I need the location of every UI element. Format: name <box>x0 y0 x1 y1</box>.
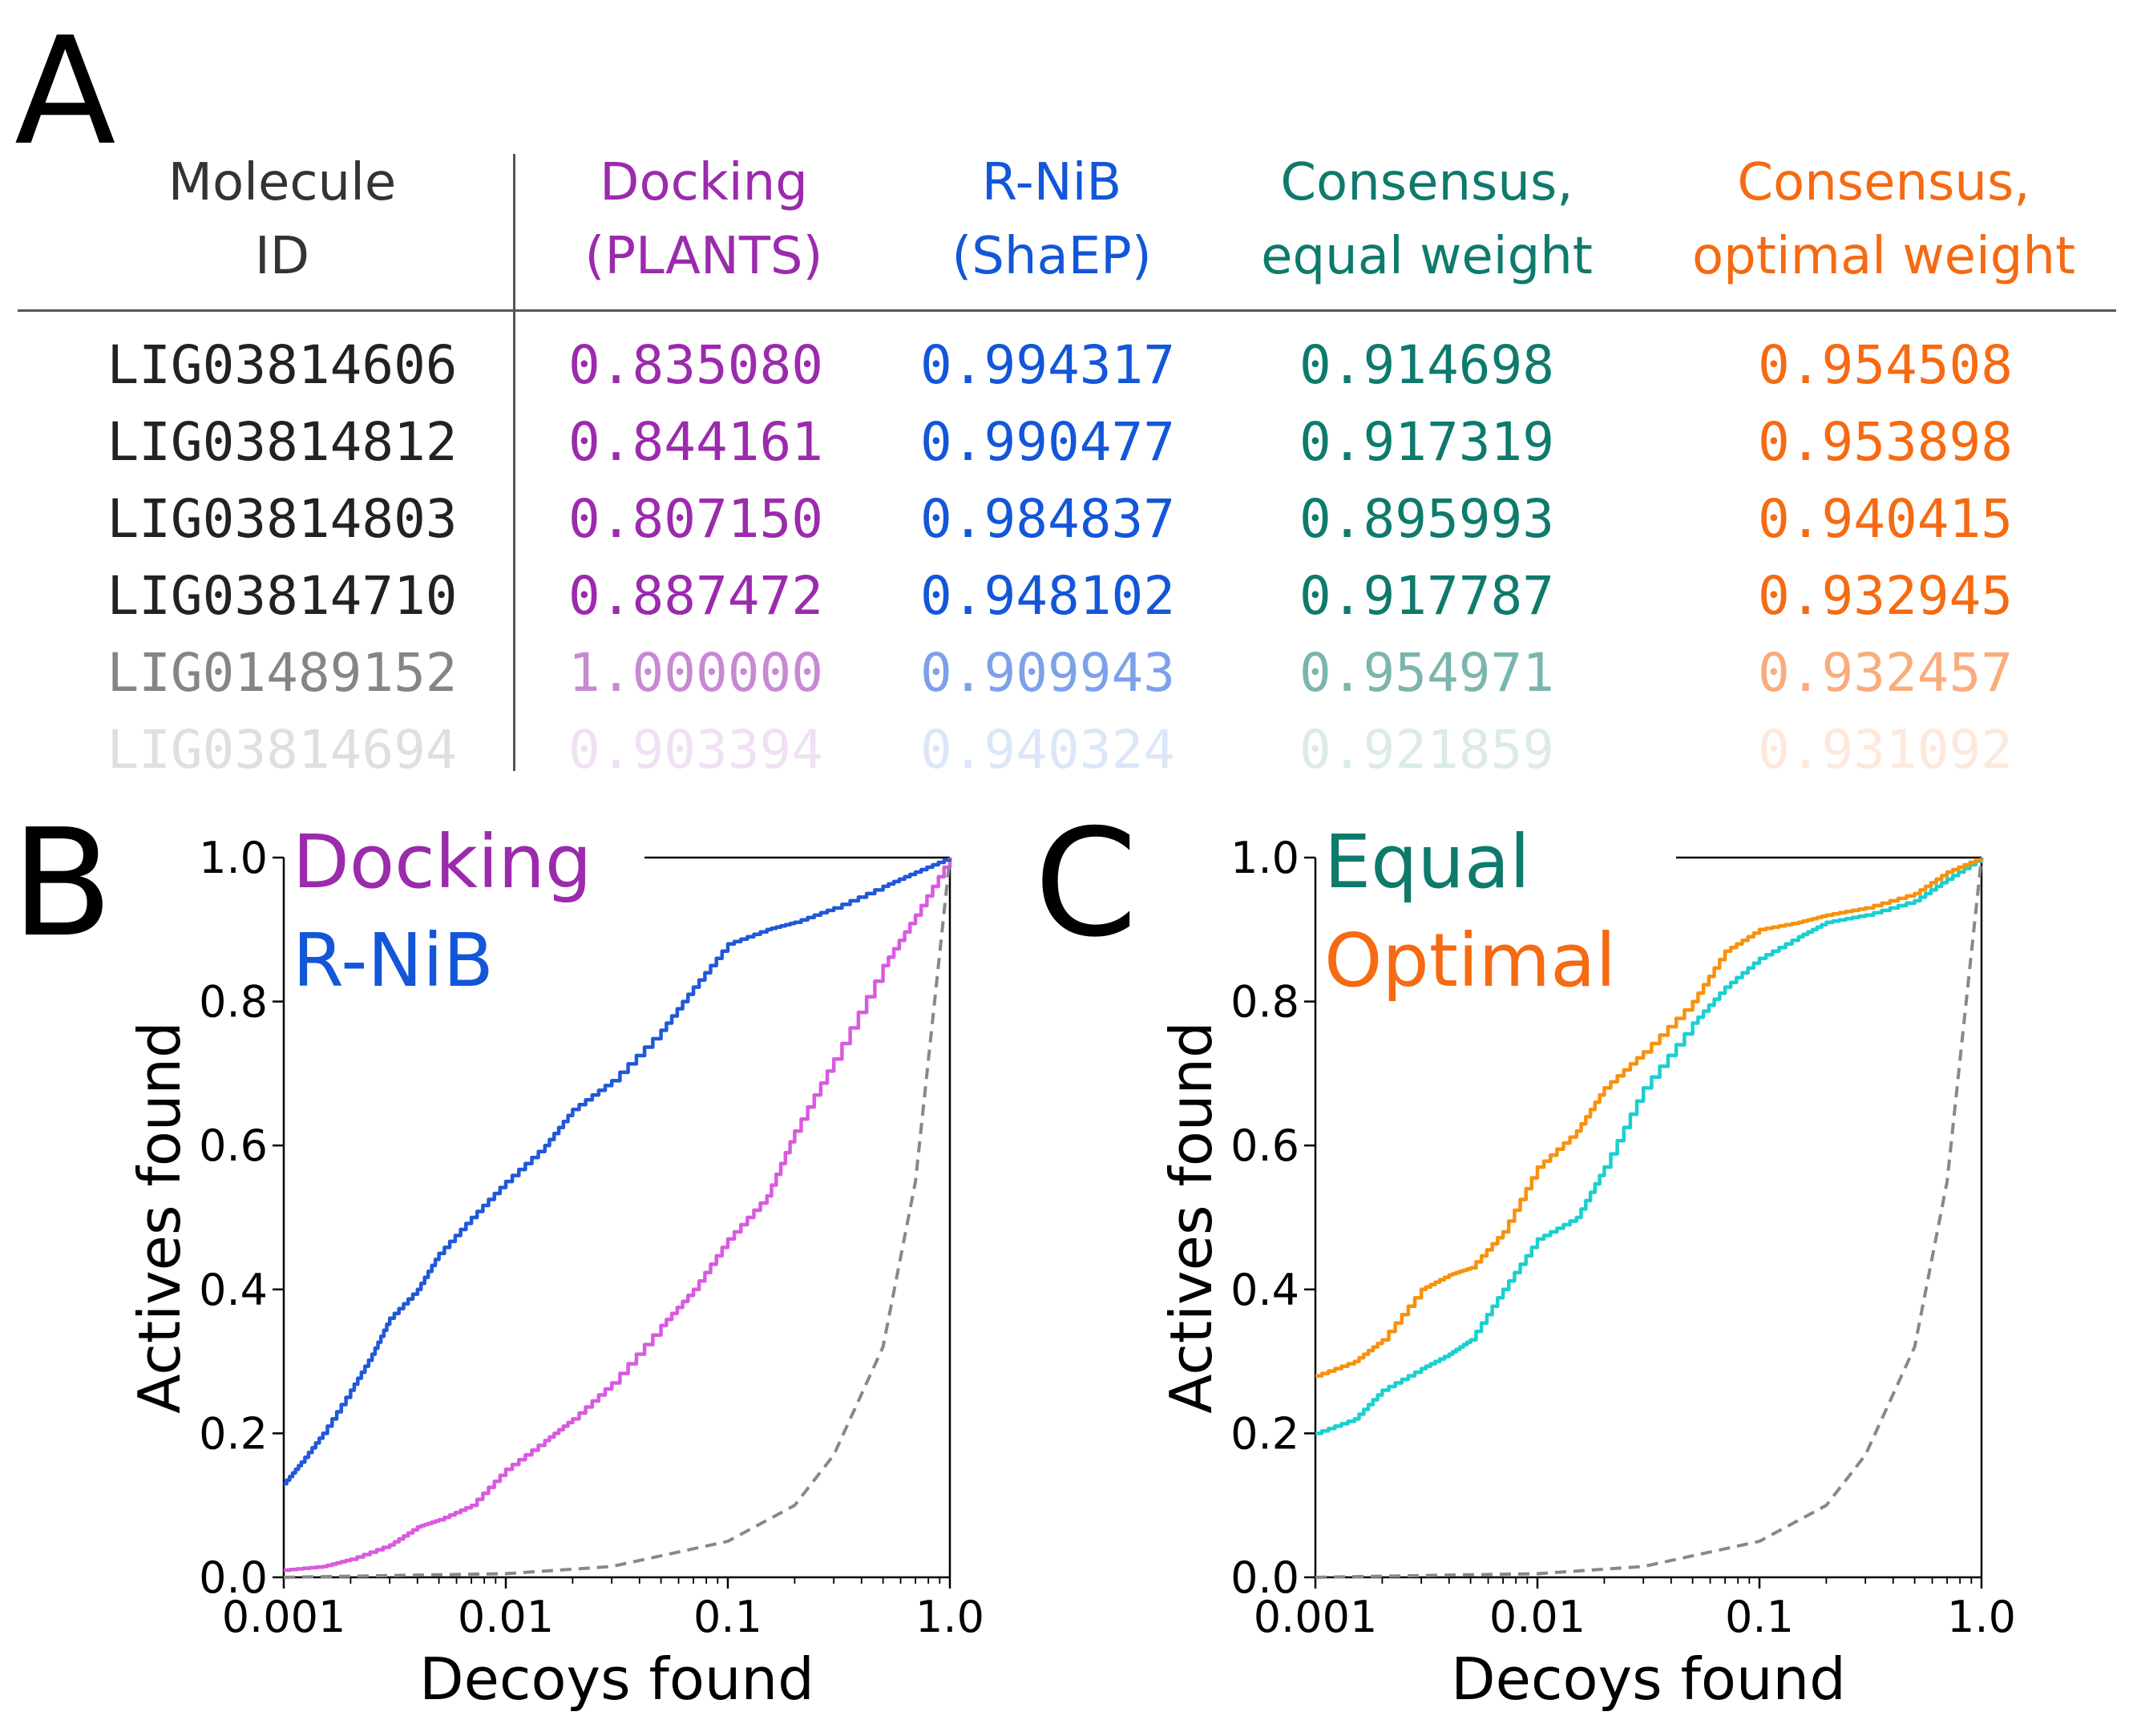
panel-c-x-tick-label: 0.001 <box>1254 1592 1378 1642</box>
table-cell-id: LIG03814606 <box>107 334 458 396</box>
table-header-optimal-line1: Consensus, <box>1737 153 2030 212</box>
table-header-id-line1: Molecule <box>168 153 397 212</box>
panel-b-x-tick-label: 0.1 <box>693 1592 762 1642</box>
panel-c-x-tick-label: 0.01 <box>1489 1592 1586 1642</box>
panel-b-x-tick-label: 1.0 <box>915 1592 984 1642</box>
panel-b-y-tick-label: 0.4 <box>199 1265 268 1315</box>
panel-b-letter: B <box>11 797 113 970</box>
panel-b-series-docking <box>284 858 952 1572</box>
panel-b-x-axis-label: Decoys found <box>419 1645 814 1713</box>
table-cell-optimal: 0.931092 <box>1758 719 2013 781</box>
table-header-docking-line1: Docking <box>600 153 808 212</box>
panel-b-y-tick-label: 1.0 <box>199 833 268 883</box>
table-cell-id: LIG03814803 <box>107 488 458 550</box>
table-cell-optimal: 0.932945 <box>1758 565 2013 627</box>
panel-c-y-tick-label: 0.6 <box>1230 1120 1299 1171</box>
panel-c-letter: C <box>1034 797 1138 970</box>
table-cell-rnib: 0.990477 <box>920 411 1175 473</box>
panel-c-x-tick-label: 1.0 <box>1947 1592 2016 1642</box>
panel-b-series-r-nib <box>284 858 952 1486</box>
panel-c-y-tick-label: 1.0 <box>1230 833 1299 883</box>
table-cell-equal: 0.914698 <box>1299 334 1554 396</box>
panel-b-y-tick-label: 0.0 <box>199 1552 268 1603</box>
panel-c-y-tick-label: 0.2 <box>1230 1408 1299 1459</box>
panel-c-y-tick-label: 0.0 <box>1230 1552 1299 1603</box>
panel-b-y-axis-label: Actives found <box>126 1021 193 1413</box>
panel-c-y-axis-label: Actives found <box>1157 1021 1225 1413</box>
table-cell-equal: 0.895993 <box>1299 488 1554 550</box>
table-cell-rnib: 0.909943 <box>920 642 1175 704</box>
table-cell-id: LIG01489152 <box>107 642 458 704</box>
table-header-equal-line1: Consensus, <box>1280 153 1574 212</box>
table-cell-equal: 0.917319 <box>1299 411 1554 473</box>
panel-c-legend-equal: Equal <box>1324 819 1530 905</box>
table-cell-docking: 0.844161 <box>568 411 823 473</box>
table-cell-equal: 0.917787 <box>1299 565 1554 627</box>
panel-b-x-tick-label: 0.01 <box>458 1592 554 1642</box>
panel-b-x-tick-label: 0.001 <box>222 1592 346 1642</box>
panel-b-legend-r-nib: R-NiB <box>293 918 494 1003</box>
table-header-optimal-line2: optimal weight <box>1691 227 2076 286</box>
table-cell-docking: 0.903394 <box>568 719 823 781</box>
table-cell-id: LIG03814694 <box>107 719 458 781</box>
table-header-id-line2: ID <box>254 227 310 286</box>
table-cell-docking: 0.807150 <box>568 488 823 550</box>
table-cell-rnib: 0.984837 <box>920 488 1175 550</box>
table-cell-rnib: 0.948102 <box>920 565 1175 627</box>
table-cell-equal: 0.954971 <box>1299 642 1554 704</box>
panel-b-y-tick-label: 0.6 <box>199 1120 268 1171</box>
panel-c-series-optimal <box>1315 858 1984 1378</box>
table-cell-optimal: 0.932457 <box>1758 642 2013 704</box>
panel-c-y-tick-label: 0.8 <box>1230 977 1299 1027</box>
panel-c-series-equal <box>1315 858 1984 1435</box>
table-cell-optimal: 0.953898 <box>1758 411 2013 473</box>
panel-b-random-baseline <box>283 857 951 1579</box>
panel-b-y-tick-label: 0.8 <box>199 977 268 1027</box>
table-id-column-divider <box>513 154 515 771</box>
table-cell-docking: 1.000000 <box>568 642 823 704</box>
table-header-docking-line2: (PLANTS) <box>584 227 823 286</box>
table-cell-equal: 0.921859 <box>1299 719 1554 781</box>
panel-c-x-tick-label: 0.1 <box>1725 1592 1794 1642</box>
table-header-equal-line2: equal weight <box>1261 227 1593 286</box>
panel-a-letter: A <box>14 5 116 178</box>
panel-c-y-tick-label: 0.4 <box>1230 1265 1299 1315</box>
table-cell-optimal: 0.940415 <box>1758 488 2013 550</box>
table-cell-id: LIG03814812 <box>107 411 458 473</box>
table-header-rnib-line2: (ShaEP) <box>951 227 1152 286</box>
table-cell-docking: 0.835080 <box>568 334 823 396</box>
table-cell-docking: 0.887472 <box>568 565 823 627</box>
table-cell-id: LIG03814710 <box>107 565 458 627</box>
table-cell-rnib: 0.994317 <box>920 334 1175 396</box>
table-cell-rnib: 0.940324 <box>920 719 1175 781</box>
panel-c-legend-optimal: Optimal <box>1324 918 1616 1003</box>
panel-b-legend-docking: Docking <box>293 819 592 905</box>
table-header-divider <box>18 309 2116 312</box>
panel-c-random-baseline <box>1315 857 1983 1579</box>
table-cell-optimal: 0.954508 <box>1758 334 2013 396</box>
panel-c-x-axis-label: Decoys found <box>1451 1645 1846 1713</box>
panel-b-y-tick-label: 0.2 <box>199 1408 268 1459</box>
table-header-rnib-line1: R-NiB <box>981 153 1122 212</box>
